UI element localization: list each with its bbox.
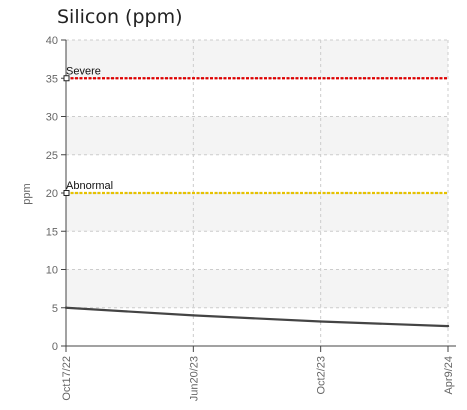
y-tick-label: 0: [52, 341, 58, 353]
threshold-lines: Severe Abnormal: [63, 65, 448, 196]
data-point: [319, 320, 322, 323]
threshold-label: Severe: [66, 65, 101, 77]
y-axis-title: ppm: [21, 183, 33, 204]
series-line: [65, 306, 449, 328]
y-tick-label: 15: [46, 226, 58, 238]
threshold-marker: [63, 190, 70, 196]
chart-title: Silicon (ppm): [57, 6, 183, 28]
y-tick-label: 5: [52, 303, 58, 315]
data-point: [64, 306, 68, 309]
y-tick-label: 35: [46, 73, 58, 85]
y-tick-label: 25: [46, 150, 58, 162]
threshold-marker: [63, 75, 70, 82]
threshold-label: Abnormal: [66, 180, 113, 192]
plot-band: [66, 40, 448, 79]
y-tick-label: 40: [46, 35, 58, 47]
y-tick-label: 30: [46, 112, 58, 124]
x-tick-label: Oct17/22: [61, 356, 73, 401]
x-tick-label: Oct2/23: [316, 356, 328, 395]
x-tick-label: Jun20/23: [188, 356, 200, 401]
plot-band: [66, 193, 448, 232]
y-tick-label: 20: [46, 188, 58, 200]
y-axis-ticks: 0 5 10 15 20 25 30 35 40: [46, 35, 66, 353]
plot-band: [66, 116, 448, 155]
x-axis-ticks: Oct17/22 Jun20/23 Oct2/23 Apr9/24: [61, 346, 455, 401]
y-tick-label: 10: [46, 265, 58, 277]
plot-bands: [66, 40, 448, 308]
x-tick-label: Apr9/24: [443, 356, 455, 395]
data-point: [446, 324, 450, 328]
plot-band: [66, 269, 448, 308]
data-point: [192, 314, 195, 317]
series-lines: [64, 306, 450, 328]
